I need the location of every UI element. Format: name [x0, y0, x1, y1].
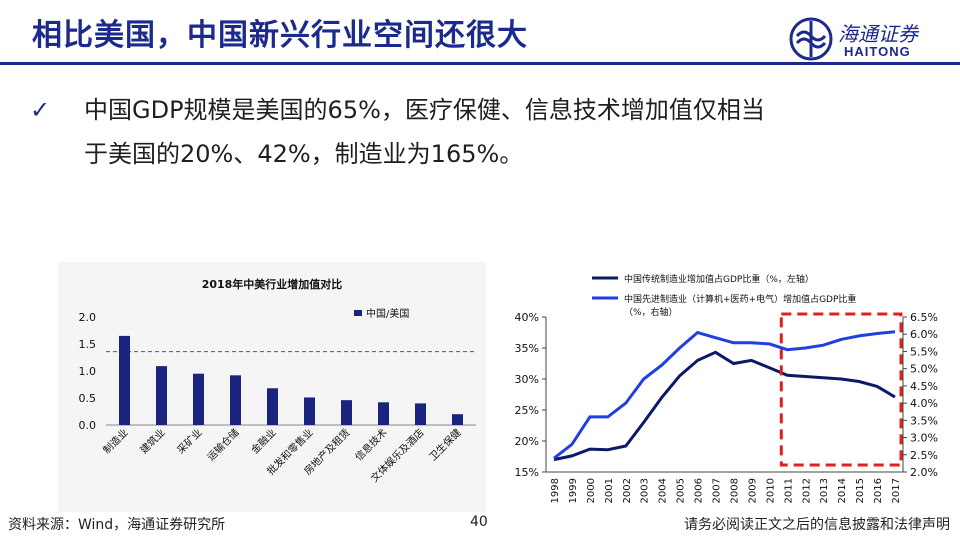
- x-tick-label: 2008: [729, 478, 740, 503]
- bar: [452, 414, 463, 425]
- legend-label-advanced-unit: （%，右轴）: [624, 306, 678, 318]
- right-tick-label: 3.0%: [910, 432, 938, 445]
- key-point-line-2: 于美国的20%、42%，制造业为165%。: [84, 140, 524, 168]
- legend-label: 中国/美国: [366, 307, 409, 320]
- title-divider: [0, 62, 960, 65]
- x-tick-label: 2009: [747, 478, 758, 503]
- x-tick-label: 制造业: [100, 426, 130, 456]
- series-line-traditional: [553, 350, 896, 462]
- right-tick-label: 4.5%: [910, 380, 938, 393]
- right-tick-label: 3.5%: [910, 414, 938, 427]
- x-tick-label: 2014: [837, 478, 848, 503]
- series-line-advanced: [553, 330, 896, 460]
- footer-disclaimer: 请务必阅读正文之后的信息披露和法律声明: [684, 517, 950, 533]
- line-chart: 中国传统制造业增加值占GDP比重（%，左轴） 中国先进制造业（计算机+医药+电气）…: [515, 273, 938, 503]
- left-tick-label: 15%: [515, 466, 539, 479]
- x-tick-label: 2010: [765, 478, 776, 503]
- right-tick-label: 5.5%: [910, 345, 938, 358]
- bar: [415, 403, 426, 425]
- right-tick-label: 2.5%: [910, 449, 938, 462]
- bar: [378, 402, 389, 425]
- checkmark-icon: ✓: [30, 96, 51, 124]
- x-tick-label: 信息技术: [352, 426, 389, 463]
- x-tick-label: 2001: [604, 478, 615, 503]
- x-tick-label: 1998: [550, 478, 561, 503]
- bar: [156, 366, 167, 425]
- legend-swatch: [354, 310, 362, 316]
- bar: [304, 397, 315, 425]
- x-tick-label: 2004: [658, 478, 669, 503]
- x-tick-label: 1999: [568, 478, 579, 503]
- key-point-line-1: 中国GDP规模是美国的65%，医疗保健、信息技术增加值仅相当: [84, 96, 765, 124]
- y-tick-label: 0.0: [79, 419, 97, 432]
- right-tick-label: 6.5%: [910, 311, 938, 324]
- company-logo: 海通证券 HAITONG: [788, 16, 938, 62]
- right-tick-label: 6.0%: [910, 328, 938, 341]
- x-tick-label: 2003: [640, 478, 651, 503]
- x-tick-label: 运输仓储: [204, 426, 241, 463]
- x-tick-label: 2015: [855, 478, 866, 503]
- footer-source: 资料来源：Wind，海通证券研究所: [8, 517, 226, 533]
- x-tick-label: 2011: [783, 478, 794, 503]
- x-tick-label: 2005: [676, 478, 687, 503]
- page-number: 40: [470, 514, 488, 530]
- x-tick-label: 卫生保健: [426, 426, 463, 463]
- x-tick-label: 金融业: [248, 426, 278, 456]
- bar: [193, 373, 204, 425]
- logo-text-cn: 海通证券: [838, 22, 918, 46]
- x-tick-label: 2006: [694, 478, 705, 503]
- logo-text-en: HAITONG: [844, 44, 911, 59]
- bar: [230, 375, 241, 425]
- x-tick-label: 2016: [873, 478, 884, 503]
- right-tick-label: 4.0%: [910, 397, 938, 410]
- x-tick-label: 建筑业: [137, 426, 167, 456]
- right-tick-label: 2.0%: [910, 466, 938, 479]
- left-tick-label: 30%: [515, 373, 539, 386]
- page-title: 相比美国，中国新兴行业空间还很大: [32, 18, 528, 53]
- bar-chart-title: 2018年中美行业增加值对比: [202, 277, 343, 291]
- right-tick-label: 5.0%: [910, 363, 938, 376]
- x-tick-label: 2017: [891, 478, 902, 503]
- bar: [267, 388, 278, 425]
- y-tick-label: 2.0: [79, 311, 97, 324]
- y-tick-label: 0.5: [79, 392, 97, 405]
- line-chart-panel: 中国传统制造业增加值占GDP比重（%，左轴） 中国先进制造业（计算机+医药+电气）…: [500, 262, 955, 512]
- bar: [119, 335, 130, 425]
- x-tick-label: 2000: [586, 478, 597, 503]
- x-tick-label: 2012: [801, 478, 812, 503]
- x-tick-label: 2013: [819, 478, 830, 503]
- left-tick-label: 40%: [515, 311, 539, 324]
- bar: [341, 400, 352, 425]
- bar-chart-panel: 2018年中美行业增加值对比中国/美国 0.0 0.5 1.0 1.5 2.0 制造业 建筑业…: [58, 262, 486, 512]
- highlight-box: [779, 312, 903, 467]
- x-tick-label: 采矿业: [174, 426, 204, 456]
- y-tick-label: 1.5: [79, 338, 97, 351]
- key-point: ✓ 中国GDP规模是美国的65%，医疗保健、信息技术增加值仅相当 于美国的20%…: [30, 88, 924, 176]
- legend-label-traditional: 中国传统制造业增加值占GDP比重（%，左轴）: [624, 273, 814, 285]
- haitong-logo-icon: [789, 17, 833, 61]
- left-tick-label: 25%: [515, 404, 539, 417]
- y-tick-label: 1.0: [79, 365, 97, 378]
- x-tick-label: 2002: [622, 478, 633, 503]
- x-tick-label: 2007: [712, 478, 723, 503]
- left-tick-label: 35%: [515, 342, 539, 355]
- legend-label-advanced: 中国先进制造业（计算机+医药+电气）增加值占GDP比重: [624, 293, 856, 305]
- left-tick-label: 20%: [515, 435, 539, 448]
